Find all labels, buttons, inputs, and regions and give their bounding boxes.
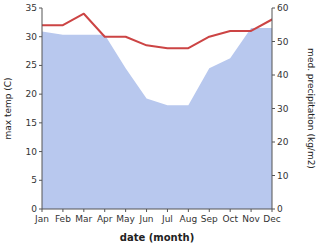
x-tick-label: Jul [161,214,173,224]
x-tick-label: Jan [34,214,49,224]
y-axis-label: max temp (C) [3,77,13,139]
y-tick-label: 35 [26,3,37,13]
y2-tick [272,8,275,9]
x-axis-label: date (month) [120,232,194,243]
y2-axis-label: med. precipitation (kg/m2) [306,48,316,169]
x-axis-line [42,209,272,210]
y-tick [39,151,42,152]
x-tick [251,209,252,212]
x-tick [167,209,168,212]
x-tick [83,209,84,212]
x-tick-label: Dec [263,214,280,224]
y-tick-label: 5 [31,175,37,185]
x-tick [146,209,147,212]
temperature-line [42,14,272,48]
x-tick [104,209,105,212]
y-tick [39,122,42,123]
x-tick-label: Feb [55,214,71,224]
y2-tick [272,175,275,176]
x-tick-label: Jun [139,214,154,224]
y-tick [39,180,42,181]
chart-container: JanFebMarAprMayJunJulAugSepOctNovDec0510… [0,0,318,247]
y2-tick [272,142,275,143]
x-tick [125,209,126,212]
y-tick-label: 20 [26,89,38,99]
y2-tick [272,75,275,76]
x-tick [188,209,189,212]
x-tick-label: Sep [201,214,218,224]
y2-tick-label: 0 [277,204,283,214]
y2-tick [272,108,275,109]
y2-tick-label: 60 [277,3,289,13]
x-tick [62,209,63,212]
y-tick [39,65,42,66]
y-tick [39,8,42,9]
x-tick-label: Mar [75,214,92,224]
y-tick [39,209,42,210]
x-tick-label: Oct [222,214,238,224]
y2-tick [272,209,275,210]
x-tick-label: Nov [242,214,260,224]
y2-tick-label: 20 [277,137,289,147]
x-tick-label: May [116,214,135,224]
x-tick [209,209,210,212]
precipitation-area [42,28,272,209]
y-tick-label: 25 [26,60,37,70]
y-tick-label: 15 [26,118,37,128]
y-tick-label: 10 [26,147,38,157]
y-tick [39,36,42,37]
y2-tick-label: 40 [277,70,289,80]
x-tick-label: Apr [97,214,113,224]
y-axis-line [42,8,43,209]
y2-tick-label: 50 [277,37,289,47]
chart-svg: JanFebMarAprMayJunJulAugSepOctNovDec0510… [0,0,318,247]
y-tick-label: 0 [31,204,37,214]
data-layer [42,14,272,209]
x-tick-label: Aug [180,214,198,224]
y2-tick-label: 10 [277,171,289,181]
axes: JanFebMarAprMayJunJulAugSepOctNovDec0510… [26,3,289,224]
y-tick [39,94,42,95]
y2-tick [272,41,275,42]
y-tick-label: 30 [26,32,38,42]
y2-tick-label: 30 [277,104,289,114]
x-tick [230,209,231,212]
